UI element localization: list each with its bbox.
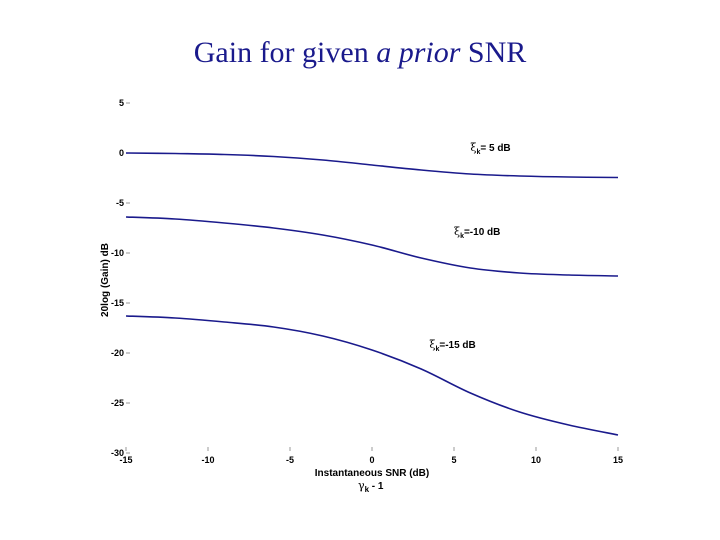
annotation-text: = 5 dB	[480, 143, 510, 154]
x-tick-label: 5	[451, 455, 456, 465]
series-annotation-2: ξk=-10 dB	[454, 225, 500, 240]
annotation-symbol: ξ	[470, 141, 476, 154]
y-tick-label: -15	[111, 298, 124, 308]
y-tick-label: 0	[119, 148, 124, 158]
x-axis-label-rest: - 1	[369, 481, 384, 492]
title-suffix: SNR	[460, 36, 527, 69]
series-line-3	[125, 315, 619, 436]
y-tick-label: 5	[119, 98, 124, 108]
y-tick-label: -25	[111, 398, 124, 408]
annotation-symbol: ξ	[454, 225, 460, 238]
x-axis-label: Instantaneous SNR (dB)	[315, 468, 429, 479]
x-tick-label: 0	[369, 455, 374, 465]
series-annotation-1: ξk= 5 dB	[470, 141, 510, 156]
x-tick-label: 10	[531, 455, 541, 465]
title-italic: a prior	[376, 36, 461, 69]
series-line-2	[125, 216, 619, 277]
x-tick-label: -15	[119, 455, 132, 465]
annotation-symbol: ξ	[429, 338, 435, 351]
series-annotation-3: ξk=-15 dB	[429, 338, 475, 353]
y-axis-label: 20log (Gain) dB	[100, 243, 111, 317]
x-axis-label-subscript: k	[365, 485, 370, 494]
series-line-1	[125, 152, 619, 179]
page-title: Gain for given a prior SNR	[0, 36, 720, 70]
x-axis-label-secondary: γk - 1	[358, 479, 384, 494]
y-tick-label: -5	[116, 198, 124, 208]
y-tick-label: -30	[111, 448, 124, 458]
title-prefix: Gain for given	[193, 36, 377, 69]
annotation-text: =-10 dB	[464, 227, 500, 238]
annotation-text: =-15 dB	[439, 340, 475, 351]
y-axis-ticks: 5 0 -5 -10 -15 -20 -25 -30	[111, 98, 130, 458]
x-tick-label: 15	[613, 455, 623, 465]
y-tick-label: -10	[111, 248, 124, 258]
series-lines	[125, 152, 619, 436]
annotation-subscript: k	[435, 346, 439, 353]
y-tick-label: -20	[111, 348, 124, 358]
annotation-subscript: k	[460, 233, 464, 240]
x-tick-label: -5	[286, 455, 294, 465]
x-tick-label: -10	[201, 455, 214, 465]
annotation-subscript: k	[476, 149, 480, 156]
x-axis-ticks: -15 -10 -5 0 5 10 15	[119, 447, 623, 465]
x-axis-label-symbol: γ	[358, 479, 365, 492]
